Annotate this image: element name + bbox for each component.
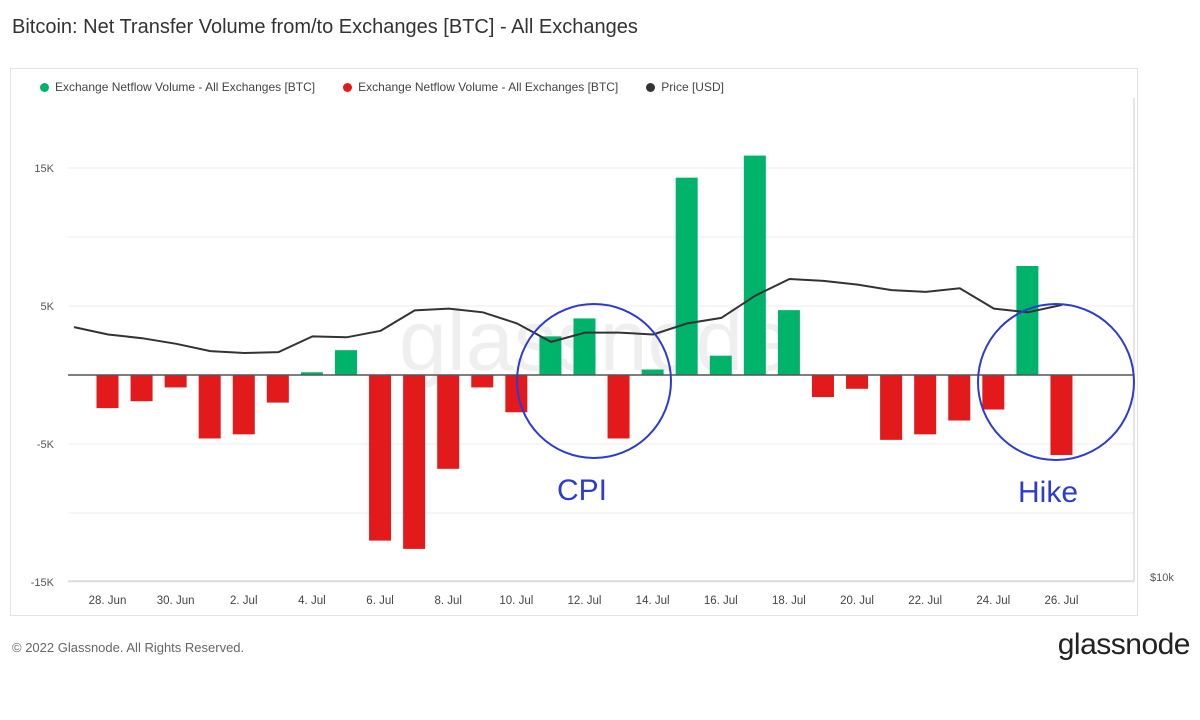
chart-frame: [10, 68, 1138, 616]
y-tick-label: -15K: [31, 577, 55, 589]
x-tick-label: 28. Jun: [89, 595, 127, 607]
x-tick-label: 20. Jul: [840, 595, 874, 607]
outflow-bar: [369, 375, 392, 541]
x-tick-label: 24. Jul: [976, 595, 1010, 607]
outflow-bar: [914, 375, 937, 435]
x-tick-label: 4. Jul: [298, 595, 326, 607]
inflow-bar: [709, 355, 732, 375]
legend-dot-red: [343, 82, 353, 92]
hike-circle-annotation: [977, 303, 1135, 461]
price-line: [73, 277, 1063, 355]
legend-dot-black: [646, 82, 656, 92]
x-tick-label: 14. Jul: [636, 595, 670, 607]
inflow-bar: [777, 310, 800, 375]
glassnode-logo[interactable]: glassnode: [1057, 628, 1191, 661]
outflow-bar: [948, 375, 971, 421]
x-tick-label: 12. Jul: [568, 595, 602, 607]
right-axis-tick-label: $10k: [1150, 572, 1174, 584]
legend-item-outflow[interactable]: Exchange Netflow Volume - All Exchanges …: [343, 80, 618, 94]
y-tick-label: 5K: [41, 301, 55, 313]
inflow-bar: [300, 372, 323, 375]
x-tick-label: 30. Jun: [157, 595, 195, 607]
x-tick-label: 22. Jul: [908, 595, 942, 607]
x-tick-label: 18. Jul: [772, 595, 806, 607]
outflow-bar: [232, 375, 255, 435]
x-tick-label: 2. Jul: [230, 595, 258, 607]
outflow-bar: [437, 375, 460, 469]
legend-dot-green: [40, 82, 49, 92]
y-tick-label: -5K: [37, 439, 55, 451]
legend-label-outflow: Exchange Netflow Volume - All Exchanges …: [358, 80, 619, 94]
outflow-bar: [880, 375, 903, 440]
outflow-bar: [1050, 375, 1073, 456]
inflow-bar: [539, 336, 562, 375]
outflow-bar: [403, 375, 426, 549]
outflow-bar: [811, 375, 834, 398]
outflow-bar: [266, 375, 289, 403]
x-tick-label: 16. Jul: [704, 595, 738, 607]
outflow-bar: [198, 375, 221, 439]
legend: Exchange Netflow Volume - All Exchanges …: [40, 80, 724, 94]
x-tick-label: 8. Jul: [434, 595, 462, 607]
inflow-bar: [334, 350, 357, 375]
hike-annotation-label: Hike: [1018, 476, 1078, 509]
legend-item-inflow[interactable]: Exchange Netflow Volume - All Exchanges …: [40, 80, 315, 94]
copyright-footer: © 2022 Glassnode. All Rights Reserved.: [12, 640, 245, 655]
legend-label-inflow: Exchange Netflow Volume - All Exchanges …: [55, 80, 316, 94]
inflow-bar: [573, 318, 596, 375]
legend-label-price: Price [USD]: [661, 80, 724, 94]
legend-item-price[interactable]: Price [USD]: [646, 80, 724, 94]
y-tick-label: 15K: [34, 163, 54, 175]
outflow-bar: [130, 375, 153, 402]
inflow-bar: [743, 155, 766, 375]
inflow-bar: [1016, 265, 1039, 375]
outflow-bar: [96, 375, 119, 409]
outflow-bar: [607, 375, 630, 439]
cpi-annotation-label: CPI: [557, 474, 607, 507]
outflow-bar: [982, 375, 1005, 410]
inflow-bar: [641, 369, 664, 375]
x-tick-label: 10. Jul: [499, 595, 533, 607]
outflow-bar: [471, 375, 494, 388]
x-tick-label: 6. Jul: [366, 595, 394, 607]
chart-title: Bitcoin: Net Transfer Volume from/to Exc…: [12, 16, 638, 38]
outflow-bar: [164, 375, 187, 388]
x-tick-label: 26. Jul: [1045, 595, 1079, 607]
cpi-circle-annotation: [516, 303, 672, 459]
outflow-bar: [505, 375, 528, 413]
outflow-bar: [846, 375, 869, 389]
inflow-bar: [675, 177, 698, 375]
